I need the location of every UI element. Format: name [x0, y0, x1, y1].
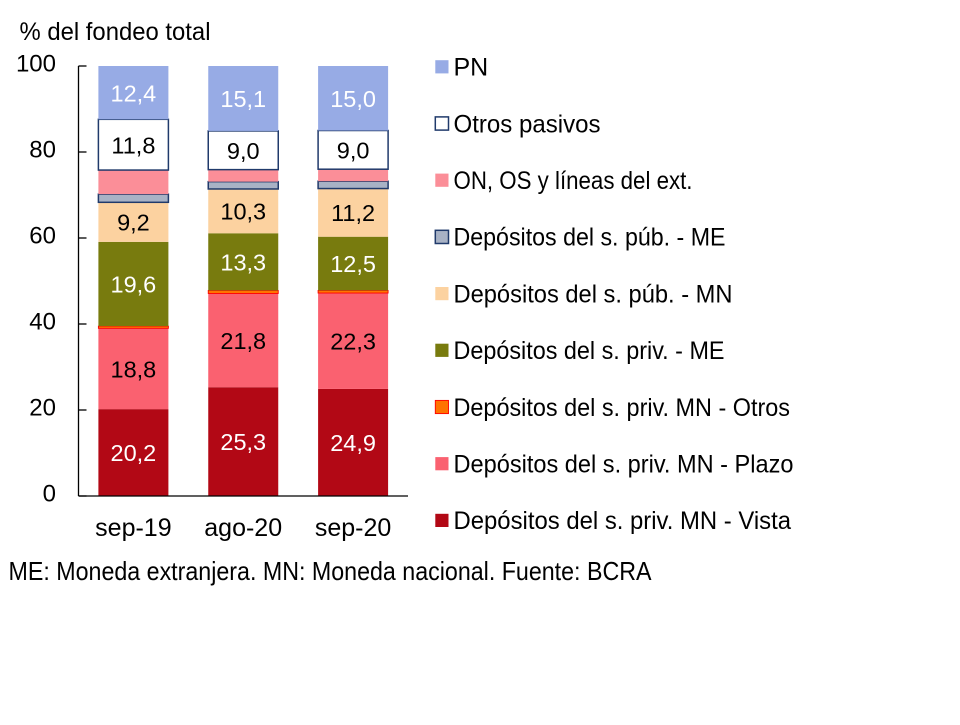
svg-text:25,3: 25,3: [220, 429, 266, 455]
svg-text:9,0: 9,0: [227, 138, 260, 164]
svg-text:ago-20: ago-20: [204, 514, 282, 542]
svg-text:0: 0: [43, 481, 56, 508]
svg-text:22,3: 22,3: [330, 329, 376, 355]
svg-text:Depósitos del s. priv. MN - Pl: Depósitos del s. priv. MN - Plazo: [454, 451, 794, 479]
svg-text:15,0: 15,0: [330, 86, 376, 112]
svg-text:11,8: 11,8: [111, 132, 155, 158]
svg-text:Otros pasivos: Otros pasivos: [454, 110, 601, 138]
svg-text:21,8: 21,8: [220, 328, 266, 354]
svg-text:80: 80: [29, 137, 56, 164]
svg-text:11,2: 11,2: [331, 200, 375, 226]
svg-text:13,3: 13,3: [220, 249, 266, 275]
svg-text:15,1: 15,1: [220, 86, 266, 112]
svg-text:% del fondeo total: % del fondeo total: [20, 18, 211, 46]
svg-text:12,5: 12,5: [330, 251, 376, 277]
svg-text:ME: Moneda extranjera. MN: Mon: ME: Moneda extranjera. MN: Moneda nacion…: [9, 556, 653, 586]
svg-text:PN: PN: [454, 54, 489, 82]
svg-text:9,0: 9,0: [337, 137, 370, 163]
svg-text:Depósitos del s. priv. MN - Vi: Depósitos del s. priv. MN - Vista: [454, 507, 792, 535]
svg-text:100: 100: [16, 51, 56, 78]
svg-text:20,2: 20,2: [111, 440, 157, 466]
svg-text:sep-19: sep-19: [95, 514, 171, 542]
svg-text:Depósitos del s. púb. - ME: Depósitos del s. púb. - ME: [454, 224, 726, 252]
svg-text:Depósitos del s. priv. - ME: Depósitos del s. priv. - ME: [454, 337, 725, 365]
svg-text:9,2: 9,2: [117, 210, 150, 236]
svg-text:20: 20: [29, 395, 56, 422]
svg-text:ON, OS y líneas del ext.: ON, OS y líneas del ext.: [454, 167, 693, 195]
svg-text:60: 60: [29, 223, 56, 250]
svg-text:18,8: 18,8: [111, 356, 157, 382]
svg-text:12,4: 12,4: [111, 80, 157, 106]
svg-text:10,3: 10,3: [220, 199, 266, 225]
svg-text:sep-20: sep-20: [315, 514, 391, 542]
svg-text:Depósitos del s. priv. MN - Ot: Depósitos del s. priv. MN - Otros: [454, 394, 791, 422]
svg-text:Depósitos del s. púb. - MN: Depósitos del s. púb. - MN: [454, 280, 733, 308]
svg-text:19,6: 19,6: [111, 272, 157, 298]
svg-text:40: 40: [29, 309, 56, 336]
svg-text:24,9: 24,9: [330, 430, 376, 456]
